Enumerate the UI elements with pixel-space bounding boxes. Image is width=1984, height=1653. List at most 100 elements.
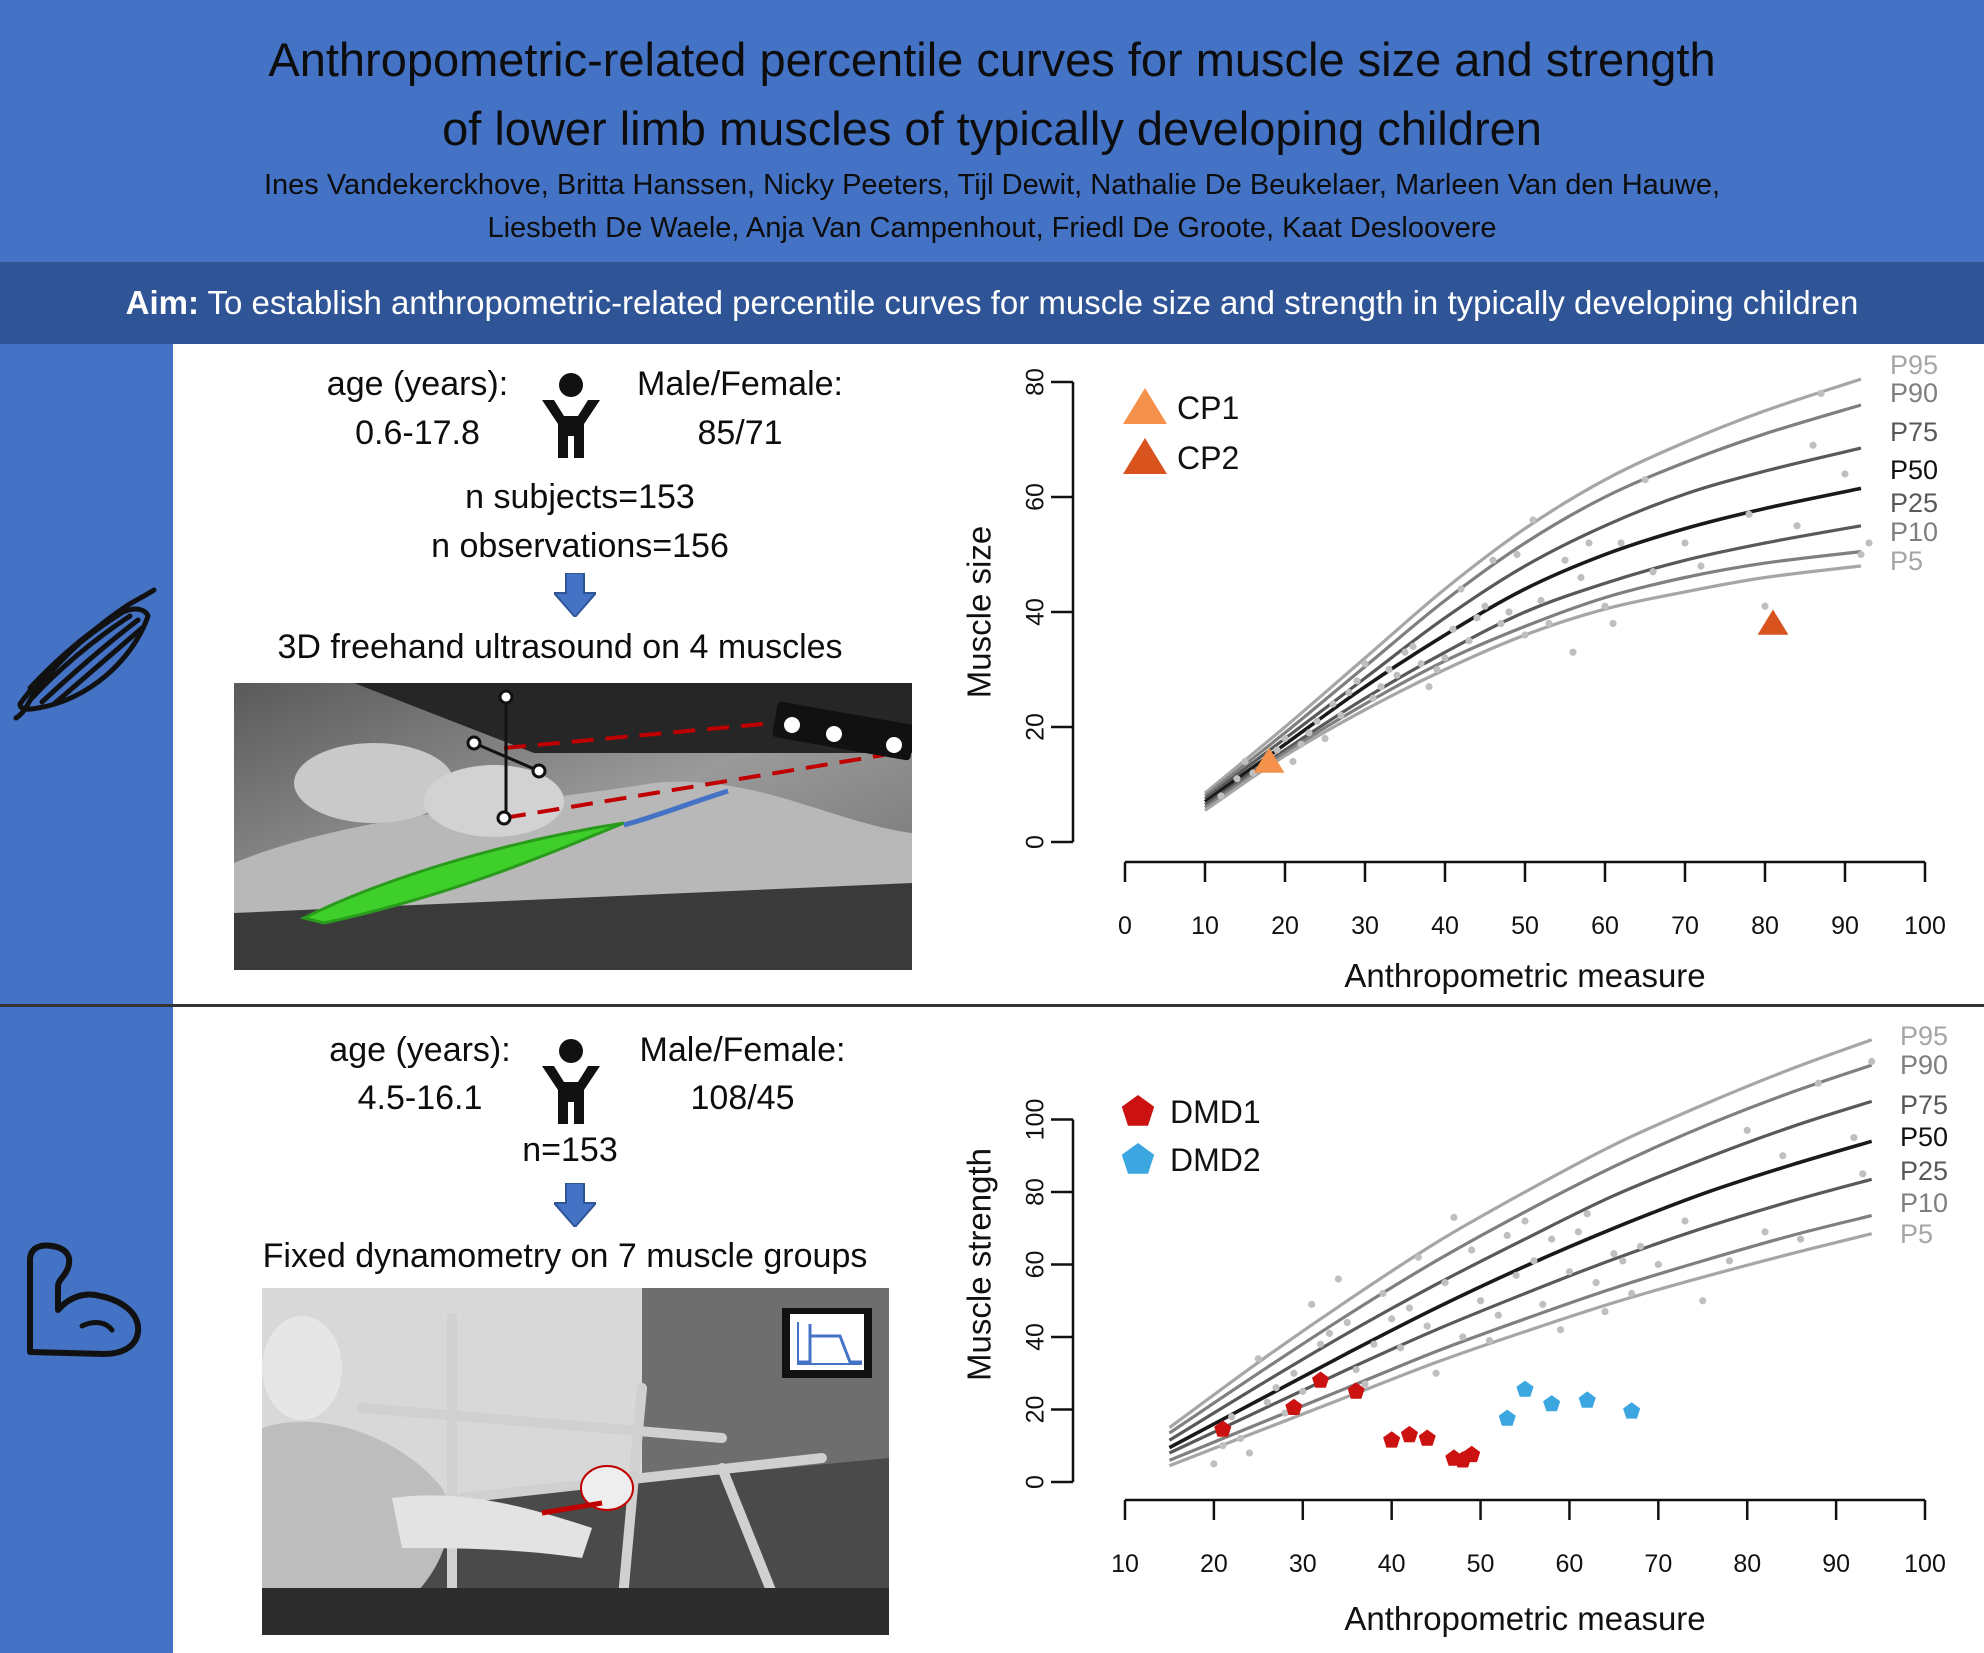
- patient-point-dmd1: [1347, 1382, 1365, 1399]
- observation-point: [1361, 1380, 1369, 1388]
- observation-point: [1425, 683, 1433, 691]
- observation-point: [1681, 1217, 1689, 1225]
- observation-point: [1583, 1210, 1591, 1218]
- patient-point-dmd1: [1463, 1445, 1481, 1463]
- x-tick-label: 10: [1191, 912, 1219, 940]
- observation-point: [1814, 1079, 1822, 1087]
- observation-point: [1476, 1297, 1485, 1305]
- observation-point: [1423, 1322, 1431, 1330]
- observation-point: [1601, 1308, 1609, 1316]
- observation-point: [1210, 1460, 1218, 1468]
- curve-label-p50: P50: [1900, 1122, 1948, 1152]
- y-tick-label: 0: [1022, 1475, 1050, 1489]
- legend-label-cp2: CP2: [1177, 440, 1239, 476]
- muscle-icon: [13, 587, 157, 721]
- x-tick-label: 80: [1751, 912, 1779, 940]
- observation-point: [1592, 1279, 1600, 1287]
- poster-header: Anthropometric-related percentile curves…: [0, 0, 1984, 262]
- x-tick-label: 70: [1671, 912, 1699, 940]
- observation-point: [1699, 1297, 1707, 1305]
- y-axis-title: Muscle strength: [961, 1148, 998, 1381]
- observation-point: [1401, 648, 1409, 656]
- x-axis-title: Anthropometric measure: [1344, 957, 1705, 994]
- observation-point: [1796, 1235, 1805, 1243]
- observation-point: [1353, 677, 1361, 685]
- observation-point: [1313, 717, 1321, 725]
- observation-point: [1465, 637, 1473, 645]
- x-tick-label: 20: [1200, 1550, 1228, 1578]
- size-age-value: 0.6-17.8: [355, 414, 480, 452]
- observation-point: [1569, 648, 1577, 656]
- poster-title-line-1: Anthropometric-related percentile curves…: [268, 33, 1716, 86]
- observation-point: [1316, 1340, 1325, 1348]
- observation-point: [1414, 1253, 1422, 1261]
- observation-point: [1529, 516, 1537, 524]
- observation-point: [1743, 1126, 1751, 1134]
- observation-point: [1512, 1271, 1520, 1279]
- arrow-down-icon: [554, 573, 596, 617]
- size-age-label: age (years):: [326, 365, 509, 403]
- observation-point: [1556, 1326, 1565, 1334]
- observation-point: [1337, 711, 1345, 720]
- curve-label-p75: P75: [1890, 417, 1938, 447]
- dynamometry-photo: [262, 1288, 889, 1635]
- x-tick-label: 40: [1431, 912, 1459, 940]
- aim-text: To establish anthropometric-related perc…: [198, 284, 1859, 321]
- observation-point: [1745, 510, 1753, 518]
- x-tick-label: 90: [1831, 912, 1859, 940]
- aim-statement: Aim: To establish anthropometric-related…: [0, 262, 1984, 344]
- observation-point: [1585, 539, 1593, 547]
- patient-point-dmd2: [1543, 1395, 1561, 1412]
- legend-marker-dmd2: [1121, 1143, 1155, 1174]
- y-tick-label: 20: [1022, 1396, 1050, 1424]
- y-tick-label: 0: [1022, 835, 1050, 849]
- observation-point: [1409, 642, 1417, 651]
- x-tick-label: 70: [1644, 1550, 1672, 1578]
- observation-point: [1473, 614, 1481, 622]
- percentile-curve-p75: [1168, 1099, 1873, 1442]
- percentile-curve-p25: [1168, 1177, 1873, 1455]
- observation-point: [1393, 671, 1401, 679]
- observation-point: [1636, 1242, 1645, 1250]
- observation-point: [1561, 556, 1569, 564]
- left-side-strip: [0, 344, 173, 1653]
- percentile-curve-p95: [1168, 1038, 1873, 1429]
- size-n-observations: n observations=156: [431, 527, 729, 565]
- observation-point: [1628, 1289, 1636, 1298]
- y-tick-label: 60: [1022, 483, 1050, 511]
- curve-label-p10: P10: [1900, 1188, 1948, 1218]
- y-tick-label: 80: [1022, 1178, 1050, 1206]
- observation-point: [1329, 700, 1337, 708]
- muscle-strength-chart: 10 20 30 40 50 60 70 80 90 100 0 20 40 60 80 100 Anthrop…: [940, 1010, 1984, 1653]
- observation-point: [1521, 631, 1529, 639]
- observation-point: [1305, 729, 1313, 737]
- size-n-subjects: n subjects=153: [465, 478, 695, 516]
- observation-point: [1857, 550, 1865, 559]
- curve-label-p95: P95: [1900, 1021, 1948, 1051]
- x-tick-label: 50: [1467, 1550, 1495, 1578]
- observation-point: [1521, 1217, 1529, 1225]
- authors-line-1: Ines Vandekerckhove, Britta Hanssen, Nic…: [263, 169, 1721, 201]
- observation-point: [1565, 1268, 1574, 1276]
- observation-point: [1809, 441, 1817, 449]
- observation-point: [1343, 1318, 1351, 1327]
- observation-point: [1601, 602, 1609, 610]
- observation-point: [1254, 1355, 1262, 1363]
- panel-divider: [0, 1004, 1984, 1007]
- x-axis-title: Anthropometric measure: [1344, 1600, 1705, 1637]
- observation-point: [1761, 602, 1769, 610]
- curve-label-p50: P50: [1890, 455, 1938, 485]
- legend-marker-cp2: [1123, 438, 1167, 474]
- observation-point: [1379, 1289, 1387, 1298]
- flexed-arm-icon: [27, 1242, 142, 1357]
- ultrasound-photo: [234, 683, 912, 970]
- observation-point: [1289, 757, 1297, 766]
- observation-point: [1725, 1257, 1734, 1265]
- curve-label-p5: P5: [1900, 1219, 1933, 1249]
- observation-point: [1779, 1152, 1787, 1160]
- authors-line-2: Liesbeth De Waele, Anja Van Campenhout, …: [487, 212, 1497, 244]
- observation-point: [1610, 1250, 1618, 1258]
- curve-label-p5: P5: [1890, 546, 1923, 576]
- x-tick-label: 90: [1822, 1550, 1850, 1578]
- y-tick-label: 100: [1022, 1099, 1050, 1141]
